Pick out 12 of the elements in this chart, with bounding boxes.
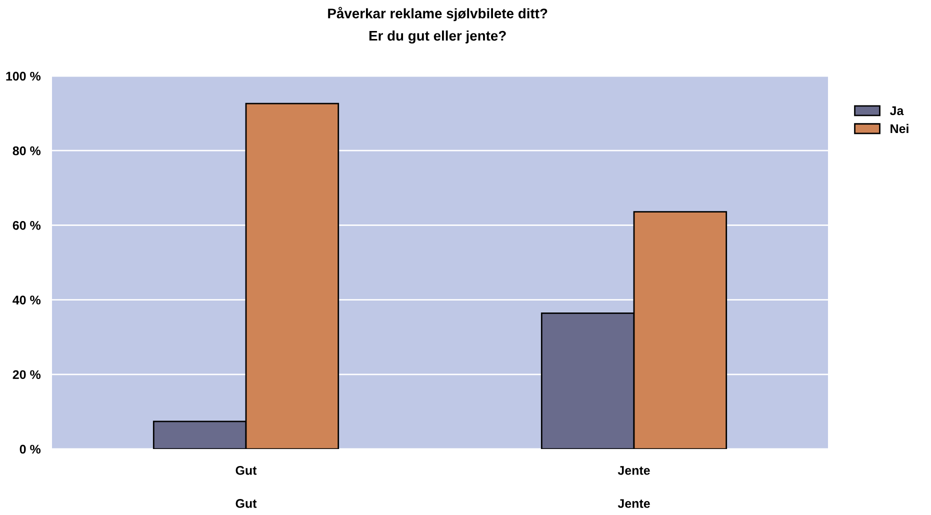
text: Jente <box>618 499 650 508</box>
y-tick-label: 60 % <box>12 221 41 230</box>
y-tick-label: 40 % <box>12 296 41 304</box>
legend-label: Nei <box>890 124 908 134</box>
chart-subtitle: Er du gut eller jente? <box>369 30 506 44</box>
legend-label: Ja <box>890 106 904 116</box>
y-tick-label: 80 % <box>12 146 41 156</box>
chart-title: Påverkar reklame sjølvbilete ditt? <box>328 6 548 22</box>
y-tick-label: 0 % <box>20 444 41 454</box>
y-tick-label: 20 % <box>12 370 41 380</box>
y-tick-label: 100 % <box>6 72 41 81</box>
text: Gut <box>236 499 257 508</box>
